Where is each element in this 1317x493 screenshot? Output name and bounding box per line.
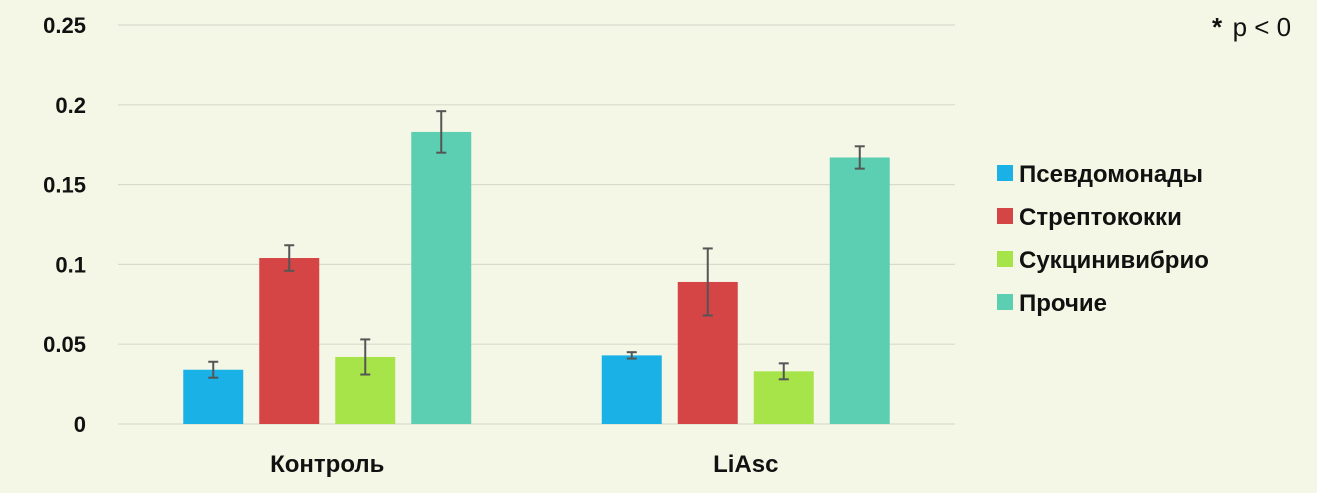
legend-label: Стрептококки: [1019, 204, 1182, 231]
error-bars: [208, 110, 865, 381]
annotation-text: p < 0: [1233, 12, 1292, 42]
bars: [183, 131, 890, 424]
error-bar: [284, 244, 295, 272]
legend-item: Псевдомонады: [997, 161, 1203, 188]
x-category-label: Контроль: [270, 451, 384, 478]
bar: [183, 369, 244, 424]
legend-swatch: [997, 165, 1013, 181]
error-bar: [360, 338, 371, 376]
legend-item: Сукцинивибрио: [997, 247, 1209, 274]
bar: [259, 258, 320, 424]
grid-lines: [118, 24, 955, 425]
legend-label: Сукцинивибрио: [1019, 247, 1209, 274]
annotation: * p < 0: [1212, 12, 1291, 42]
legend-swatch: [997, 208, 1013, 224]
bar: [601, 355, 662, 424]
y-tick-label: 0.15: [43, 173, 86, 198]
x-category-label: LiAsc: [713, 451, 778, 478]
y-axis-ticks: 0 0.05 0.1 0.15 0.2 0.25: [43, 13, 86, 437]
legend: Псевдомонады Стрептококки Сукцинивибрио Про…: [997, 161, 1209, 317]
error-bar: [854, 145, 865, 170]
annotation-star: *: [1212, 12, 1223, 42]
error-bar: [778, 362, 789, 381]
error-bar: [702, 247, 713, 317]
y-tick-label: 0.05: [43, 332, 86, 357]
y-tick-label: 0.25: [43, 13, 86, 38]
legend-item: Прочие: [997, 290, 1107, 317]
legend-item: Стрептококки: [997, 204, 1182, 231]
bar: [411, 131, 472, 424]
bar: [829, 157, 890, 424]
error-bar: [208, 360, 219, 379]
legend-swatch: [997, 294, 1013, 310]
x-axis-categories: Контроль LiAsc: [270, 451, 778, 478]
error-bar: [626, 351, 637, 360]
error-bar: [436, 110, 447, 154]
legend-label: Прочие: [1019, 290, 1107, 317]
legend-label: Псевдомонады: [1019, 161, 1203, 188]
y-tick-label: 0.1: [55, 252, 86, 277]
legend-swatch: [997, 251, 1013, 267]
y-tick-label: 0.2: [55, 93, 86, 118]
y-tick-label: 0: [74, 412, 86, 437]
